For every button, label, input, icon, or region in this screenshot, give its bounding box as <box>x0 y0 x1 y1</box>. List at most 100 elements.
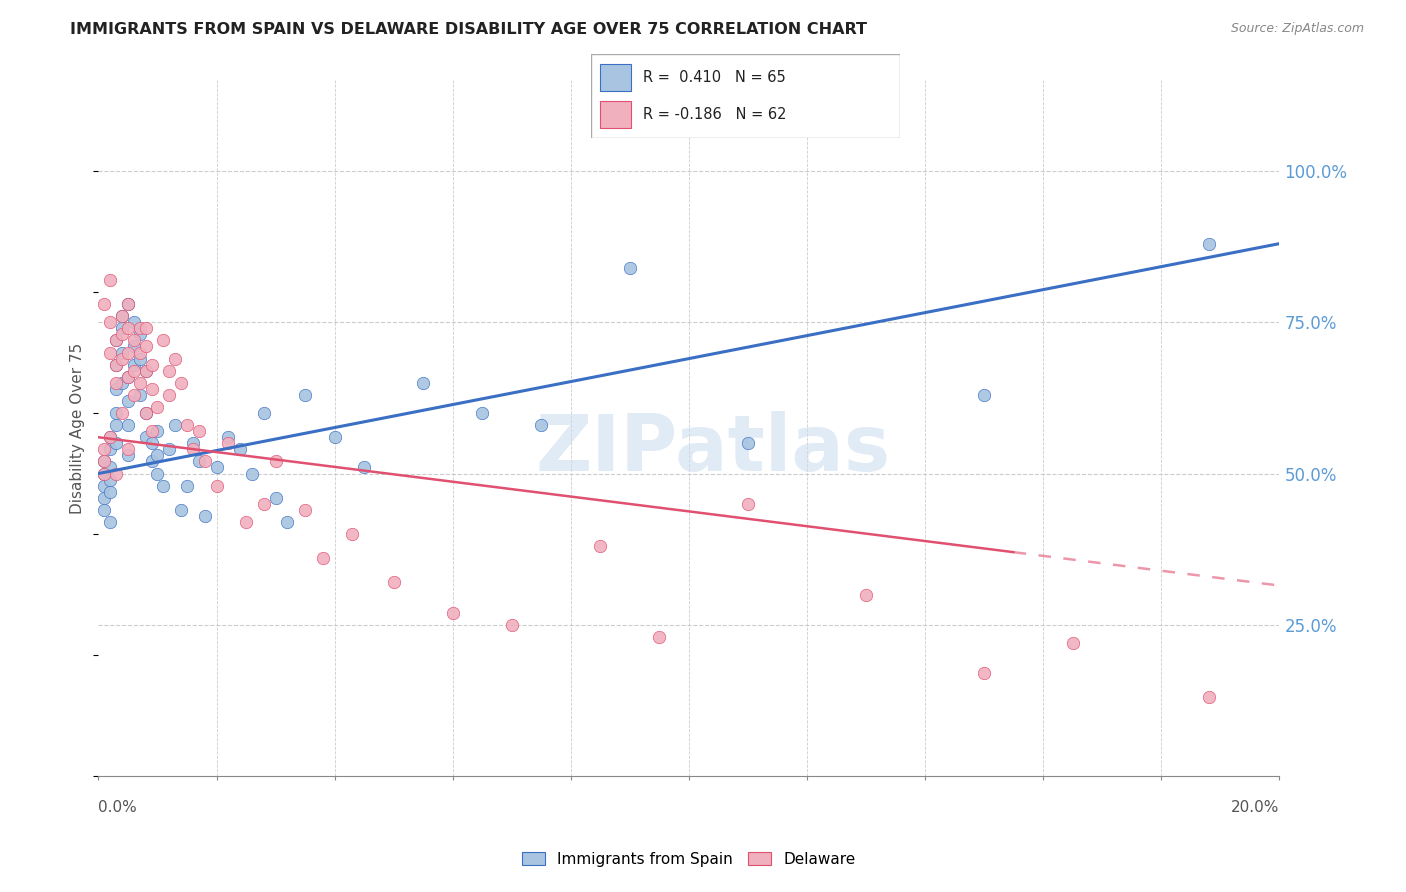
Point <box>128 351 150 366</box>
Point <box>501 617 523 632</box>
Point <box>146 400 169 414</box>
Point <box>111 406 134 420</box>
Point <box>122 388 145 402</box>
Point <box>98 442 121 457</box>
Text: R =  0.410   N = 65: R = 0.410 N = 65 <box>643 70 786 85</box>
Legend: Immigrants from Spain, Delaware: Immigrants from Spain, Delaware <box>516 846 862 872</box>
Point <box>93 478 115 492</box>
Point <box>264 491 287 505</box>
Point <box>152 334 174 348</box>
Point <box>176 418 198 433</box>
FancyBboxPatch shape <box>591 54 900 138</box>
Point <box>111 327 134 342</box>
Point <box>648 630 671 644</box>
Point <box>170 503 193 517</box>
Point <box>135 406 157 420</box>
Text: ZIPatlas: ZIPatlas <box>536 411 890 487</box>
Point <box>98 315 121 329</box>
Point <box>205 460 228 475</box>
Point <box>98 473 121 487</box>
Point <box>589 539 612 553</box>
Point <box>737 497 759 511</box>
Point <box>187 424 209 438</box>
Point <box>111 321 134 335</box>
Point <box>973 388 995 402</box>
Point <box>165 418 187 433</box>
Point <box>105 376 128 390</box>
Point <box>105 358 128 372</box>
Point <box>122 364 145 378</box>
Point <box>111 345 134 359</box>
Point <box>157 442 180 457</box>
Point <box>98 430 121 444</box>
Point <box>105 334 128 348</box>
Point <box>105 418 128 433</box>
Point <box>122 315 145 329</box>
Point <box>141 436 163 450</box>
Text: Source: ZipAtlas.com: Source: ZipAtlas.com <box>1230 22 1364 36</box>
Point <box>111 351 134 366</box>
Point <box>181 442 204 457</box>
Point <box>117 297 139 311</box>
Point <box>122 339 145 353</box>
Point <box>98 460 121 475</box>
Point <box>117 393 139 408</box>
Point <box>217 436 239 450</box>
Point <box>111 376 134 390</box>
Point <box>194 508 217 523</box>
Point <box>141 454 163 468</box>
Point <box>128 388 150 402</box>
Point <box>619 260 641 275</box>
Point <box>276 515 298 529</box>
FancyBboxPatch shape <box>600 101 631 128</box>
Point <box>93 467 115 481</box>
Point <box>117 297 139 311</box>
Point <box>105 334 128 348</box>
Point <box>323 430 346 444</box>
Point <box>146 467 169 481</box>
Point <box>98 273 121 287</box>
Point <box>146 424 169 438</box>
Point <box>235 515 257 529</box>
Point <box>157 364 180 378</box>
Point <box>98 484 121 499</box>
Point <box>441 606 464 620</box>
Point <box>135 339 157 353</box>
Point <box>93 297 115 311</box>
Point <box>135 406 157 420</box>
Point <box>105 436 128 450</box>
Point <box>353 460 375 475</box>
Text: 0.0%: 0.0% <box>98 800 138 814</box>
Point <box>105 358 128 372</box>
Y-axis label: Disability Age Over 75: Disability Age Over 75 <box>70 343 86 514</box>
Point <box>128 345 150 359</box>
Point <box>294 388 316 402</box>
Point <box>105 382 128 396</box>
Point <box>141 358 163 372</box>
Point <box>135 364 157 378</box>
Point <box>117 418 139 433</box>
Point <box>187 454 209 468</box>
Point <box>855 588 877 602</box>
Point <box>98 430 121 444</box>
Point <box>412 376 434 390</box>
Point <box>294 503 316 517</box>
Point <box>176 478 198 492</box>
Point <box>93 454 115 468</box>
Point <box>117 321 139 335</box>
Point <box>117 345 139 359</box>
Point <box>135 364 157 378</box>
Point <box>141 382 163 396</box>
Point <box>253 406 276 420</box>
Point <box>157 388 180 402</box>
Point <box>342 527 364 541</box>
Point <box>117 369 139 384</box>
Point <box>122 334 145 348</box>
Point <box>530 418 553 433</box>
Point <box>93 442 115 457</box>
Point <box>973 666 995 681</box>
Point <box>1198 690 1220 705</box>
Text: IMMIGRANTS FROM SPAIN VS DELAWARE DISABILITY AGE OVER 75 CORRELATION CHART: IMMIGRANTS FROM SPAIN VS DELAWARE DISABI… <box>70 22 868 37</box>
Point <box>93 454 115 468</box>
Point <box>122 358 145 372</box>
